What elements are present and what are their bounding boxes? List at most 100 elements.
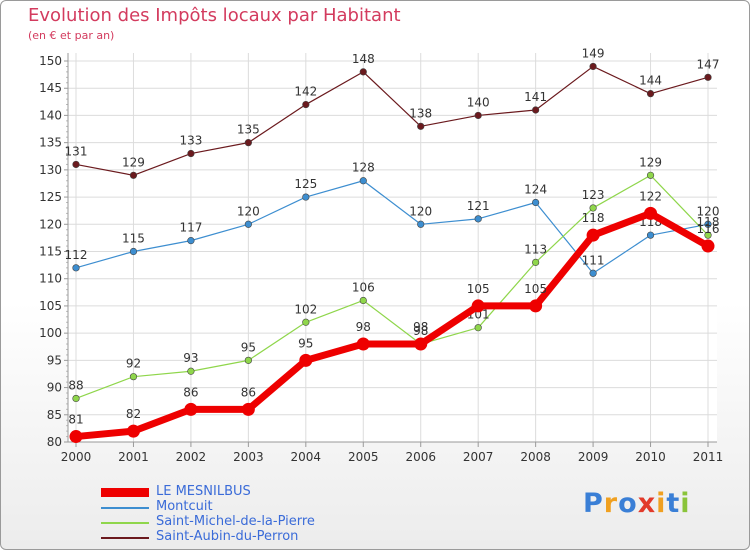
data-label-saint-aubin-du-perron: 140 — [467, 95, 490, 109]
data-label-saint-michel-de-la-pierre: 98 — [413, 324, 428, 338]
y-tick-label: 120 — [39, 217, 62, 231]
y-tick-label: 110 — [39, 272, 62, 286]
point-montcuit — [646, 231, 655, 239]
y-tick-label: 95 — [47, 353, 62, 367]
point-montcuit — [129, 247, 138, 256]
data-label-montcuit: 121 — [467, 199, 490, 213]
data-label-le-mesnilbus: 105 — [467, 282, 490, 296]
point-saint-michel-de-la-pierre — [589, 204, 597, 212]
data-label-montcuit: 125 — [294, 177, 317, 191]
point-saint-michel-de-la-pierre — [704, 231, 712, 239]
point-saint-michel-de-la-pierre — [129, 373, 138, 381]
data-label-saint-michel-de-la-pierre: 102 — [294, 302, 317, 316]
point-saint-aubin-du-perron — [72, 160, 80, 169]
data-label-saint-michel-de-la-pierre: 92 — [126, 357, 141, 371]
point-saint-michel-de-la-pierre — [474, 324, 482, 332]
data-label-montcuit: 117 — [179, 221, 202, 235]
x-tick-label: 2003 — [233, 450, 264, 464]
legend-swatch — [101, 522, 149, 524]
data-label-saint-michel-de-la-pierre: 129 — [639, 155, 662, 169]
x-tick-label: 2005 — [348, 450, 379, 464]
point-saint-aubin-du-perron — [417, 122, 425, 130]
data-label-saint-aubin-du-perron: 149 — [582, 46, 605, 60]
data-label-saint-michel-de-la-pierre: 123 — [582, 188, 605, 202]
point-montcuit — [302, 193, 310, 201]
point-le-mesnilbus — [701, 239, 715, 253]
data-label-saint-aubin-du-perron: 141 — [524, 90, 547, 104]
point-saint-michel-de-la-pierre — [646, 171, 655, 179]
point-saint-aubin-du-perron — [244, 139, 252, 147]
logo-letter: t — [666, 488, 681, 519]
data-label-le-mesnilbus: 122 — [639, 189, 662, 203]
data-label-saint-aubin-du-perron: 144 — [639, 74, 662, 88]
point-le-mesnilbus — [471, 299, 485, 313]
data-label-montcuit: 111 — [582, 253, 605, 267]
series-line-montcuit — [75, 180, 709, 274]
data-label-le-mesnilbus: 118 — [582, 211, 605, 225]
point-saint-aubin-du-perron — [129, 171, 138, 179]
y-tick-label: 125 — [39, 190, 62, 204]
y-tick-label: 115 — [39, 245, 62, 259]
y-tick-label: 105 — [39, 299, 62, 313]
data-label-saint-michel-de-la-pierre: 113 — [524, 242, 547, 256]
y-tick-label: 140 — [39, 108, 62, 122]
data-label-montcuit: 115 — [122, 232, 145, 246]
point-saint-michel-de-la-pierre — [532, 258, 540, 266]
plot-area — [68, 53, 717, 442]
data-label-saint-aubin-du-perron: 142 — [294, 85, 317, 99]
x-tick-label: 2010 — [635, 450, 666, 464]
point-saint-aubin-du-perron — [359, 68, 367, 76]
point-montcuit — [72, 264, 80, 272]
point-le-mesnilbus — [356, 337, 370, 351]
y-tick-label: 90 — [47, 381, 62, 395]
point-le-mesnilbus — [529, 299, 543, 313]
point-le-mesnilbus — [184, 402, 198, 416]
point-le-mesnilbus — [644, 206, 658, 220]
x-tick-label: 2004 — [291, 450, 322, 464]
legend-label: Saint-Michel-de-la-Pierre — [156, 514, 315, 529]
y-tick-label: 85 — [47, 408, 62, 422]
legend-swatch — [101, 537, 149, 539]
x-tick-label: 2001 — [118, 450, 149, 464]
logo-letter: P — [583, 488, 604, 519]
data-label-saint-aubin-du-perron: 138 — [409, 106, 432, 120]
y-tick-label: 150 — [39, 54, 62, 68]
logo-letter: i — [680, 488, 691, 519]
series-line-saint-michel-de-la-pierre — [75, 174, 709, 400]
point-montcuit — [244, 220, 252, 228]
logo-letter: i — [656, 488, 667, 519]
point-montcuit — [532, 198, 540, 207]
point-saint-michel-de-la-pierre — [72, 394, 80, 403]
data-label-le-mesnilbus: 105 — [524, 282, 547, 296]
y-tick-label: 135 — [39, 136, 62, 150]
logo-letter: x — [637, 488, 657, 519]
point-montcuit — [417, 220, 425, 228]
logo-letter: r — [603, 488, 619, 519]
data-label-le-mesnilbus: 95 — [298, 336, 313, 350]
line-chart: 80 85 90 95 100 105 110 115 120 125 130 135 140 145 15… — [39, 46, 723, 464]
legend-label: LE MESNILBUS — [156, 484, 251, 499]
data-label-saint-michel-de-la-pierre: 88 — [68, 378, 83, 392]
data-label-saint-aubin-du-perron: 135 — [237, 123, 260, 137]
point-montcuit — [359, 177, 367, 185]
series-line-saint-aubin-du-perron — [75, 65, 709, 176]
data-label-montcuit: 120 — [237, 204, 260, 218]
point-saint-aubin-du-perron — [646, 90, 655, 98]
data-label-saint-aubin-du-perron: 133 — [179, 134, 202, 148]
point-saint-aubin-du-perron — [589, 62, 597, 71]
logo-letter: o — [618, 488, 638, 519]
point-le-mesnilbus — [241, 402, 255, 416]
point-montcuit — [474, 215, 482, 223]
legend-label: Saint-Aubin-du-Perron — [156, 529, 299, 544]
y-tick-label: 145 — [39, 81, 62, 95]
y-tick-label: 100 — [39, 326, 62, 340]
point-saint-aubin-du-perron — [704, 73, 712, 81]
x-tick-label: 2006 — [405, 450, 436, 464]
point-saint-aubin-du-perron — [532, 106, 540, 114]
data-label-le-mesnilbus: 81 — [68, 413, 83, 427]
data-label-montcuit: 112 — [65, 248, 88, 262]
data-label-montcuit: 124 — [524, 183, 547, 197]
legend-swatch — [101, 507, 149, 509]
data-label-le-mesnilbus: 82 — [126, 407, 141, 421]
point-saint-aubin-du-perron — [187, 149, 195, 158]
